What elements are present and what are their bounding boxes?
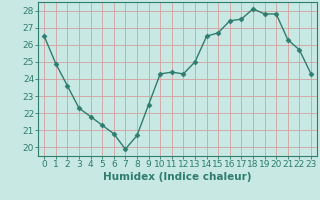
X-axis label: Humidex (Indice chaleur): Humidex (Indice chaleur)	[103, 172, 252, 182]
